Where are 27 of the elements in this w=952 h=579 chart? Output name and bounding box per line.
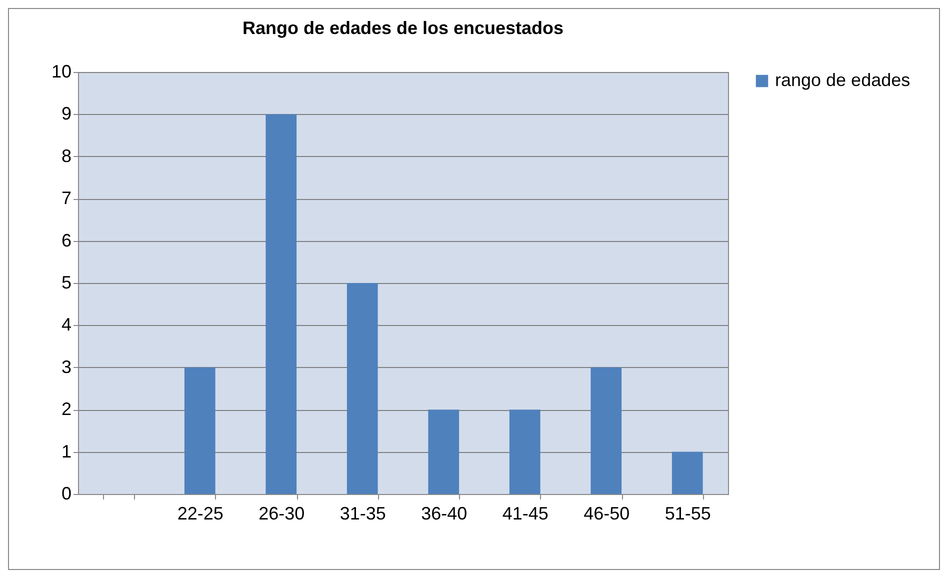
y-tick-label: 5	[61, 272, 72, 292]
x-tick-label: 51-55	[664, 504, 711, 524]
bar	[428, 410, 460, 494]
x-tick-label: 26-30	[258, 504, 305, 524]
y-tick-label: 3	[61, 356, 72, 377]
y-tick-label: 8	[61, 146, 72, 166]
y-tick-label: 9	[61, 104, 72, 124]
bar	[509, 410, 540, 494]
legend-label: rango de edades	[775, 70, 910, 90]
bar	[184, 367, 216, 494]
y-tick-label: 0	[61, 484, 72, 504]
x-tick-label: 41-45	[502, 504, 548, 524]
bar	[266, 114, 297, 494]
x-tick-label: 31-35	[340, 504, 386, 524]
x-tick-label: 36-40	[421, 504, 468, 524]
y-tick-label: 4	[61, 314, 72, 335]
y-tick-label: 2	[61, 399, 72, 420]
x-tick-label: 22-25	[177, 504, 224, 524]
bar	[672, 452, 703, 494]
bar	[346, 283, 378, 494]
bar	[590, 367, 622, 494]
y-tick-label: 10	[51, 62, 72, 82]
y-tick-label: 7	[61, 188, 72, 208]
x-tick-label: 46-50	[584, 504, 630, 524]
y-tick-label: 6	[61, 230, 72, 250]
y-tick-label: 1	[61, 441, 72, 462]
chart-title: Rango de edades de los encuestados	[242, 18, 564, 38]
